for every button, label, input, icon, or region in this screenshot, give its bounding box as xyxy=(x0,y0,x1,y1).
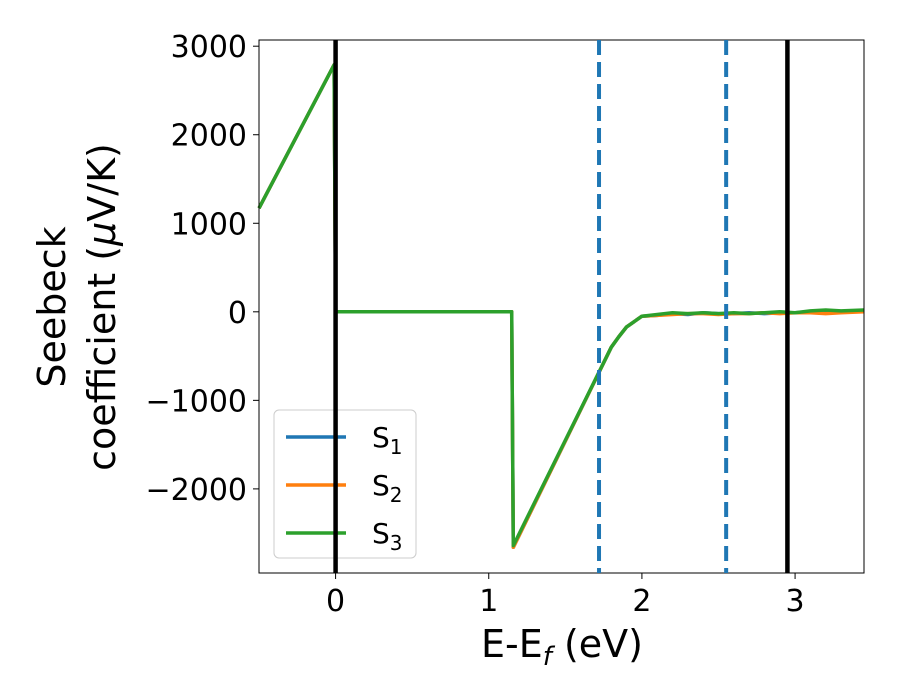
x-axis-title-tail: (eV) xyxy=(552,622,643,666)
series-line-s3 xyxy=(257,63,865,548)
legend-label-s2: S2 xyxy=(372,469,403,507)
y-tick-label: 2000 xyxy=(171,119,247,154)
x-axis-ticks: 0 1 2 3 xyxy=(326,573,805,619)
series-group xyxy=(257,63,865,550)
legend-label-s3: S3 xyxy=(372,517,403,555)
x-tick-label: 1 xyxy=(479,584,498,619)
y-tick-label: −1000 xyxy=(146,384,247,419)
y-axis-ticks: 3000 2000 1000 0 −1000 −2000 xyxy=(146,30,259,508)
x-axis-title: E-Ef (eV) xyxy=(481,622,643,672)
y-tick-label: −2000 xyxy=(146,473,247,508)
y-axis-title: Seebeck coefficient (μV/K) xyxy=(30,143,124,471)
legend: S1 S2 S3 xyxy=(273,409,417,559)
y-axis-title-line2: coefficient (μV/K) xyxy=(80,143,124,471)
y-axis-title-line1: Seebeck xyxy=(30,226,74,387)
x-tick-label: 3 xyxy=(786,584,805,619)
plot-frame xyxy=(258,39,865,574)
y-tick-label: 1000 xyxy=(171,207,247,242)
x-tick-label: 2 xyxy=(632,584,651,619)
legend-label-s1: S1 xyxy=(372,421,403,459)
y-tick-label: 0 xyxy=(228,296,247,331)
y-tick-label: 3000 xyxy=(171,30,247,65)
x-tick-label: 0 xyxy=(326,584,345,619)
